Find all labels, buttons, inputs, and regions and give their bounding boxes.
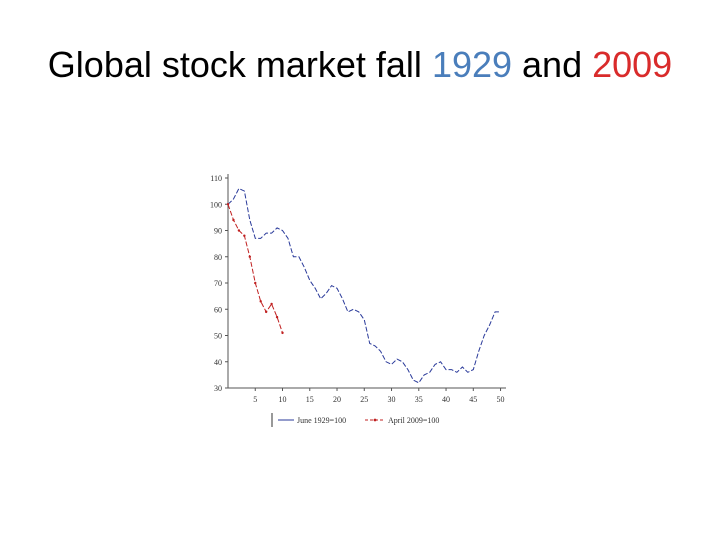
x-tick-label: 35	[415, 395, 423, 404]
stock-market-chart: 110 100 90 80 70 60 50 40 30 5 10 15 20 25 30 35 40 45 50…	[190, 160, 520, 440]
x-tick-label: 30	[388, 395, 396, 404]
data-point-2009	[248, 255, 252, 258]
title-mid: and	[512, 44, 593, 85]
data-point-2009	[264, 310, 268, 314]
legend-marker-2009	[373, 418, 377, 422]
y-tick-label: 40	[214, 358, 222, 367]
series-line-1929	[227, 187, 501, 384]
y-tick-label: 110	[210, 174, 222, 183]
y-tick-labels: 110 100 90 80 70 60 50 40 30	[210, 174, 228, 393]
y-tick-label: 60	[214, 305, 222, 314]
x-tick-label: 15	[306, 395, 314, 404]
x-tick-label: 10	[279, 395, 287, 404]
slide-title: Global stock market fall 1929 and 2009	[0, 44, 720, 86]
y-tick-label: 100	[210, 200, 222, 209]
x-tick-label: 40	[442, 395, 450, 404]
data-point-2009	[232, 218, 235, 222]
y-tick-label: 80	[214, 253, 222, 262]
legend-label-1929: June 1929=100	[297, 416, 346, 425]
chart-axes	[227, 174, 506, 389]
data-point-2009	[275, 315, 279, 319]
x-tick-label: 5	[253, 395, 257, 404]
title-year-2009: 2009	[592, 44, 673, 85]
x-tick-labels: 5 10 15 20 25 30 35 40 45 50	[253, 388, 505, 404]
data-point-2009	[226, 203, 230, 206]
x-tick-label: 25	[360, 395, 368, 404]
title-year-1929: 1929	[431, 44, 513, 85]
x-tick-label: 50	[497, 395, 505, 404]
chart-svg: 110 100 90 80 70 60 50 40 30 5 10 15 20 25 30 35 40 45 50…	[210, 174, 506, 427]
title-prefix: Global stock market fall	[47, 44, 432, 85]
y-tick-label: 30	[214, 384, 222, 393]
chart-legend: June 1929=100 April 2009=100	[271, 413, 439, 427]
legend-label-2009: April 2009=100	[388, 416, 439, 425]
y-tick-label: 70	[214, 279, 222, 288]
data-point-2009	[243, 234, 246, 237]
data-point-2009	[281, 331, 284, 335]
data-point-2009	[237, 229, 241, 232]
data-point-2009	[259, 300, 262, 303]
series-lines	[226, 187, 501, 384]
data-point-2009	[254, 281, 257, 285]
series-line-2009	[227, 204, 283, 334]
x-tick-label: 20	[333, 395, 341, 404]
x-tick-label: 45	[469, 395, 477, 404]
y-tick-label: 90	[214, 227, 222, 236]
data-point-2009	[270, 302, 273, 306]
y-tick-label: 50	[214, 332, 222, 341]
